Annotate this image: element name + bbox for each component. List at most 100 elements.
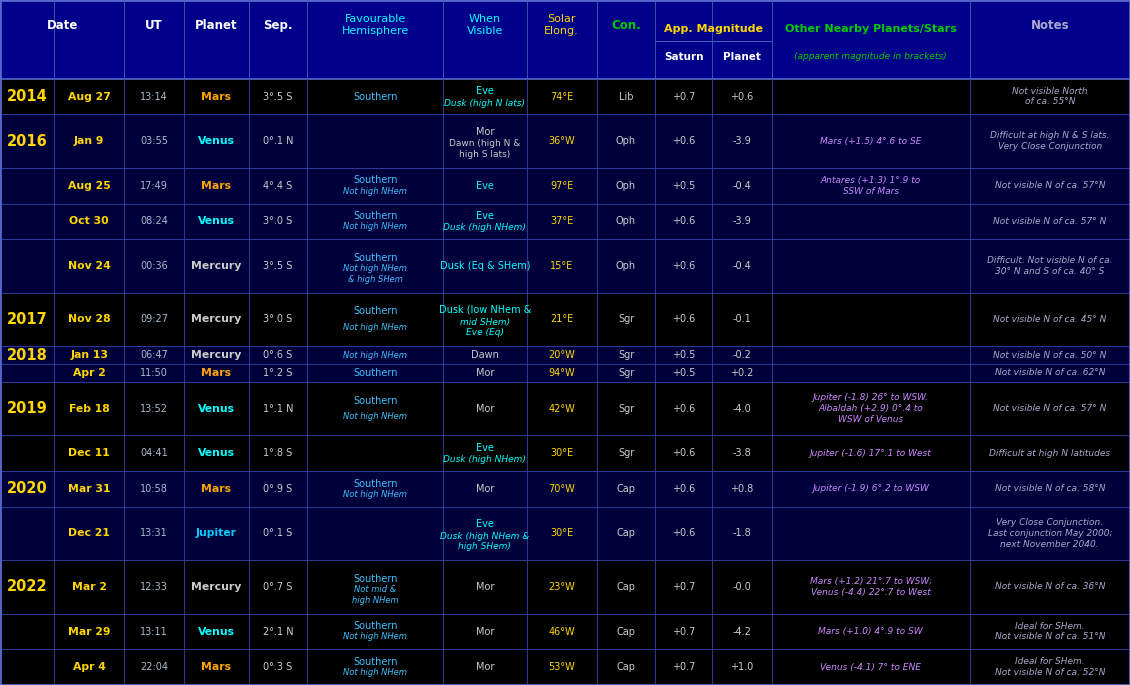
Text: Planet: Planet xyxy=(723,52,760,62)
Text: -1.8: -1.8 xyxy=(732,528,751,538)
Text: Jan 13: Jan 13 xyxy=(70,350,108,360)
Text: +0.6: +0.6 xyxy=(672,314,695,325)
Text: -4.2: -4.2 xyxy=(732,627,751,636)
Text: 2020: 2020 xyxy=(7,482,47,497)
Text: 03:55: 03:55 xyxy=(140,136,168,146)
Text: 30°E: 30°E xyxy=(550,528,573,538)
Bar xyxy=(0,292,1130,346)
Text: 17:49: 17:49 xyxy=(140,181,168,190)
Text: 3°.0 S: 3°.0 S xyxy=(263,216,293,227)
Text: 15°E: 15°E xyxy=(550,261,573,271)
Text: +0.8: +0.8 xyxy=(730,484,754,494)
Text: Mar 31: Mar 31 xyxy=(68,484,111,494)
Text: 08:24: 08:24 xyxy=(140,216,168,227)
Bar xyxy=(0,471,1130,507)
Text: 13:11: 13:11 xyxy=(140,627,168,636)
Bar xyxy=(0,382,1130,436)
Text: Southern: Southern xyxy=(353,657,398,667)
Text: App. Magnitude: App. Magnitude xyxy=(664,24,763,34)
Text: Mars: Mars xyxy=(201,368,232,378)
Bar xyxy=(0,114,1130,168)
Bar xyxy=(0,203,1130,239)
Text: Oph: Oph xyxy=(616,216,636,227)
Text: Eve: Eve xyxy=(476,181,494,190)
Text: Sgr: Sgr xyxy=(618,448,634,458)
Text: -0.1: -0.1 xyxy=(732,314,751,325)
Text: Cap: Cap xyxy=(617,627,635,636)
Text: Not high NHem
& high SHem: Not high NHem & high SHem xyxy=(344,264,407,284)
Text: Oph: Oph xyxy=(616,181,636,190)
Text: Very Close Conjunction.
Last conjunction May 2000;
next November 2040.: Very Close Conjunction. Last conjunction… xyxy=(988,518,1112,549)
Text: Southern: Southern xyxy=(353,306,398,316)
Text: 0°.3 S: 0°.3 S xyxy=(263,662,293,672)
Bar xyxy=(0,649,1130,685)
Text: Southern: Southern xyxy=(353,621,398,631)
Text: Jan 9: Jan 9 xyxy=(75,136,104,146)
Text: Mercury: Mercury xyxy=(191,350,242,360)
Text: 70°W: 70°W xyxy=(548,484,575,494)
Text: 13:31: 13:31 xyxy=(140,528,168,538)
Text: -0.4: -0.4 xyxy=(732,181,751,190)
Text: +0.2: +0.2 xyxy=(730,368,754,378)
Text: Not visible N of ca. 57° N: Not visible N of ca. 57° N xyxy=(993,404,1106,413)
Bar xyxy=(0,436,1130,471)
Text: Not high NHem: Not high NHem xyxy=(344,323,407,332)
Text: 3°.5 S: 3°.5 S xyxy=(263,261,293,271)
Text: Mars: Mars xyxy=(201,662,232,672)
Text: 13:14: 13:14 xyxy=(140,92,168,101)
Text: -3.9: -3.9 xyxy=(732,136,751,146)
Text: 36°W: 36°W xyxy=(548,136,575,146)
Text: Sep.: Sep. xyxy=(263,18,293,32)
Text: 06:47: 06:47 xyxy=(140,350,168,360)
Text: Southern: Southern xyxy=(353,92,398,101)
Bar xyxy=(0,79,1130,114)
Text: -0.0: -0.0 xyxy=(732,582,751,592)
Text: Venus: Venus xyxy=(198,403,235,414)
Text: Cap: Cap xyxy=(617,484,635,494)
Text: Dusk (high NHem): Dusk (high NHem) xyxy=(443,223,527,232)
Text: Not visible N of ca. 36°N: Not visible N of ca. 36°N xyxy=(994,582,1105,591)
Text: 1°.1 N: 1°.1 N xyxy=(263,403,293,414)
Text: Venus: Venus xyxy=(198,216,235,227)
Text: Dusk (high NHem &
high SHem): Dusk (high NHem & high SHem) xyxy=(441,532,529,551)
Text: Not high NHem: Not high NHem xyxy=(344,412,407,421)
Text: Mor: Mor xyxy=(476,582,494,592)
Text: +0.7: +0.7 xyxy=(672,92,695,101)
Text: Aug 25: Aug 25 xyxy=(68,181,111,190)
Text: Mars (+1.0) 4°.9 to SW: Mars (+1.0) 4°.9 to SW xyxy=(818,627,923,636)
Text: Dusk (high NHem): Dusk (high NHem) xyxy=(443,455,527,464)
Text: 2018: 2018 xyxy=(7,348,47,362)
Text: mid SHem)
Eve (Eq): mid SHem) Eve (Eq) xyxy=(460,318,510,338)
Text: Southern: Southern xyxy=(353,479,398,488)
Text: +0.6: +0.6 xyxy=(672,528,695,538)
Text: -0.4: -0.4 xyxy=(732,261,751,271)
Text: Mars: Mars xyxy=(201,484,232,494)
Text: Jupiter (-1.6) 17°.1 to West: Jupiter (-1.6) 17°.1 to West xyxy=(810,449,931,458)
Text: Southern: Southern xyxy=(353,211,398,221)
Text: Not visible N of ca. 57°N: Not visible N of ca. 57°N xyxy=(994,182,1105,190)
Text: Other Nearby Planets/Stars: Other Nearby Planets/Stars xyxy=(785,24,956,34)
Text: Mars: Mars xyxy=(201,92,232,101)
Text: 2°.1 N: 2°.1 N xyxy=(262,627,294,636)
Text: Mar 2: Mar 2 xyxy=(72,582,106,592)
Text: Southern: Southern xyxy=(353,253,398,263)
Text: Ideal for SHem.
Not visible N of ca. 52°N: Ideal for SHem. Not visible N of ca. 52°… xyxy=(994,658,1105,677)
Text: Dec 11: Dec 11 xyxy=(69,448,110,458)
Text: Sgr: Sgr xyxy=(618,350,634,360)
Text: Aug 27: Aug 27 xyxy=(68,92,111,101)
Text: 1°.8 S: 1°.8 S xyxy=(263,448,293,458)
Text: Sgr: Sgr xyxy=(618,314,634,325)
Text: +0.6: +0.6 xyxy=(672,261,695,271)
Text: Cap: Cap xyxy=(617,662,635,672)
Text: +1.0: +1.0 xyxy=(730,662,754,672)
Text: Not visible N of ca. 58°N: Not visible N of ca. 58°N xyxy=(994,484,1105,493)
Text: +0.6: +0.6 xyxy=(672,448,695,458)
Text: 94°W: 94°W xyxy=(548,368,575,378)
Text: 4°.4 S: 4°.4 S xyxy=(263,181,293,190)
Text: Mor: Mor xyxy=(476,484,494,494)
Text: +0.7: +0.7 xyxy=(672,627,695,636)
Text: Not visible N of ca. 57° N: Not visible N of ca. 57° N xyxy=(993,217,1106,226)
Text: Sgr: Sgr xyxy=(618,403,634,414)
Text: Eve: Eve xyxy=(476,519,494,529)
Text: 53°W: 53°W xyxy=(548,662,575,672)
